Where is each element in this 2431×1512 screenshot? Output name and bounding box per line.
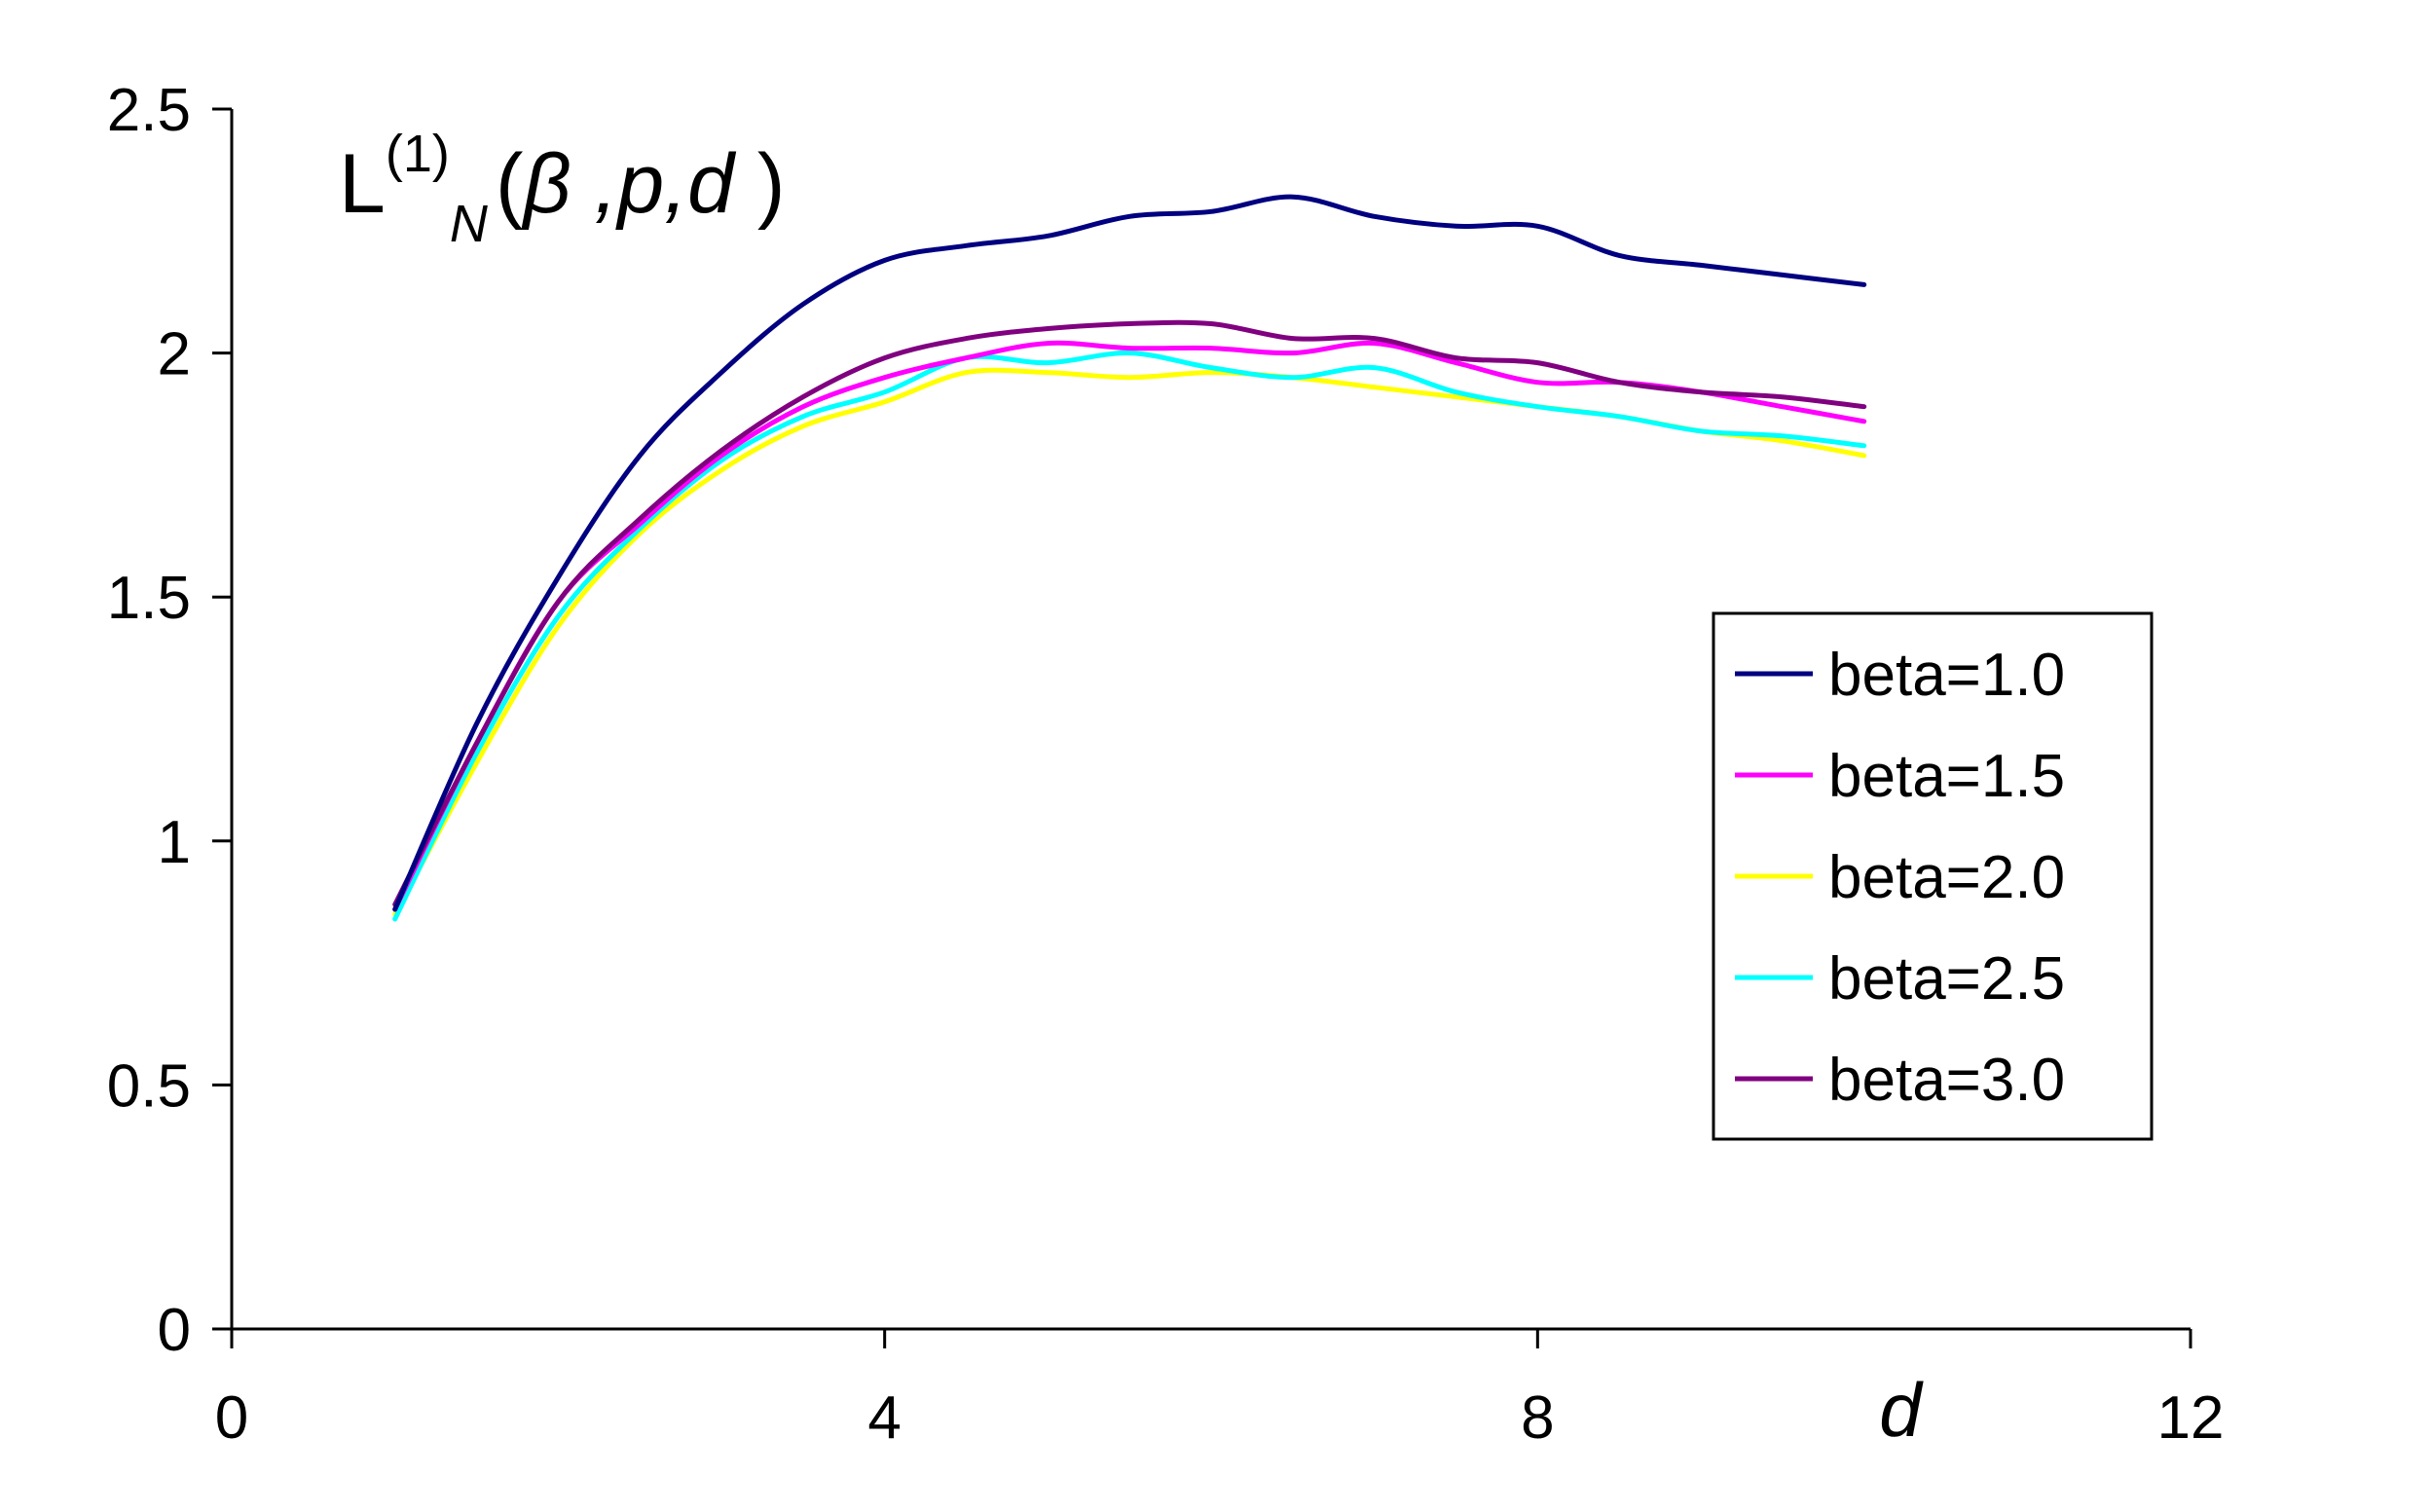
x-tick-label: 12 (2157, 1384, 2225, 1452)
series-line-beta-2-5 (392, 350, 1867, 922)
title-beta: β (520, 137, 571, 231)
legend-label-beta-2-5: beta=2.5 (1828, 945, 2065, 1013)
legend: beta=1.0 beta=1.5 beta=2.0 beta=2.5 beta=3.0 (1712, 611, 2154, 1141)
chart-title: L(1)N(β ,p,d ) (339, 125, 786, 253)
x-tick-label: 4 (867, 1384, 901, 1452)
legend-label-beta-2-0: beta=2.0 (1828, 844, 2065, 911)
title-subscript: N (450, 195, 489, 253)
legend-label-beta-1-0: beta=1.0 (1828, 642, 2065, 709)
series-line-beta-2-0 (392, 367, 1867, 917)
title-args: ,p,d (571, 137, 757, 231)
axes (230, 109, 2191, 1331)
legend-label-beta-3-0: beta=3.0 (1828, 1047, 2065, 1114)
x-axis-ticks: 0 4 8 12 (215, 1329, 2225, 1452)
series-line-beta-1-0 (392, 194, 1867, 912)
x-tick-label: 8 (1521, 1384, 1554, 1452)
series-line-beta-3-0 (392, 319, 1867, 907)
y-tick-label: 2 (158, 321, 191, 388)
x-tick-label: 0 (215, 1384, 248, 1452)
title-close-paren: ) (757, 137, 786, 231)
y-tick-label: 2.5 (107, 77, 191, 144)
title-superscript: (1) (386, 125, 450, 183)
series-lines (392, 194, 1867, 922)
y-axis-ticks: 0 0.5 1 1.5 2 2.5 (107, 77, 232, 1364)
series-line-beta-1-5 (392, 340, 1867, 912)
y-tick-label: 0 (158, 1297, 191, 1364)
y-tick-label: 0.5 (107, 1052, 191, 1120)
title-main: L (339, 137, 386, 231)
title-open-paren: ( (496, 137, 524, 231)
svg-text:L(1)N(β ,p,d ): L(1)N(β ,p,d ) (339, 125, 786, 253)
x-axis-title: d (1879, 1367, 1924, 1453)
y-tick-label: 1.5 (107, 565, 191, 632)
y-tick-label: 1 (158, 809, 191, 876)
legend-label-beta-1-5: beta=1.5 (1828, 743, 2065, 810)
